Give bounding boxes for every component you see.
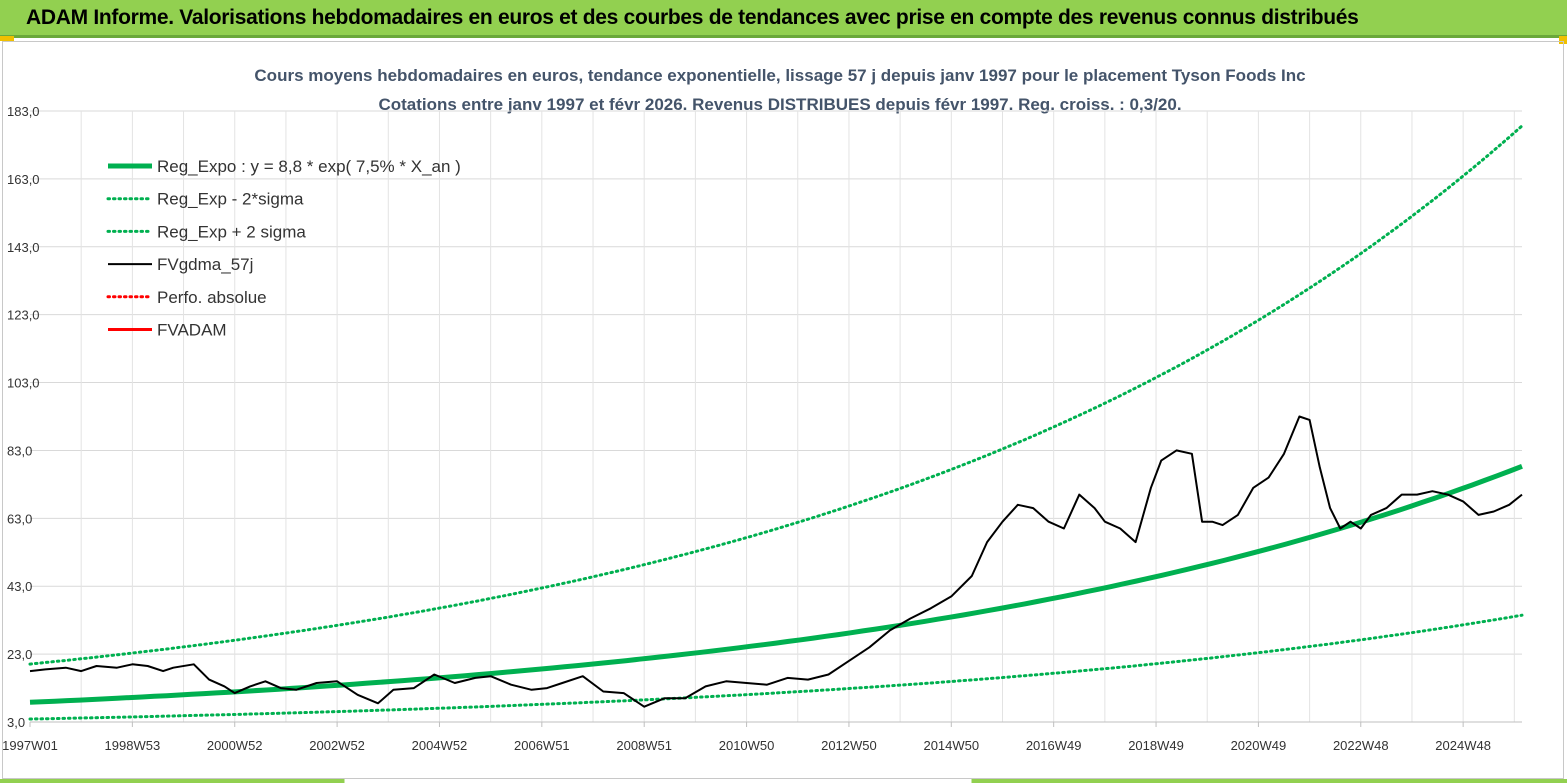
legend-label-perfo-absolue: Perfo. absolue: [157, 288, 267, 307]
legend-label-reg-exp-2-sigma: Reg_Exp - 2*sigma: [157, 190, 304, 209]
x-tick-label: 2008W51: [616, 738, 672, 753]
y-axis: 3,0 23,0 43,0 63,0 83,0 103,0 123,0 143,0 163,0 1…: [7, 104, 40, 730]
x-tick-label: 2018W49: [1128, 738, 1184, 753]
x-tick-label: 2000W52: [207, 738, 263, 753]
legend-label-reg-exp-2-sigma: Reg_Exp + 2 sigma: [157, 222, 306, 241]
chart-title: Cours moyens hebdomadaires en euros, ten…: [254, 66, 1305, 85]
y-tick-label: 123,0: [7, 308, 40, 323]
y-tick-label: 63,0: [7, 511, 32, 526]
legend: Reg_Expo : y = 8,8 * exp( 7,5% * X_an ) R…: [106, 157, 461, 340]
x-tick-label: 2014W50: [923, 738, 979, 753]
y-tick-label: 163,0: [7, 172, 40, 187]
footer-bar: [0, 779, 1567, 783]
series-reg-exp-2-sigma-line: [28, 613, 1524, 721]
x-tick-label: 2002W52: [309, 738, 365, 753]
x-tick-label: 2022W48: [1333, 738, 1389, 753]
series-reg-expo-y-8-8-exp-7-5-x-an-line: [29, 463, 1523, 705]
report-title: ADAM Informe. Valorisations hebdomadaire…: [26, 6, 1359, 29]
series-layer: [28, 124, 1524, 721]
report-header: ADAM Informe. Valorisations hebdomadaire…: [0, 0, 1567, 38]
x-tick-label: 2006W51: [514, 738, 570, 753]
series-reg-exp-2-sigma-line: [28, 124, 1524, 666]
y-tick-label: 83,0: [7, 443, 32, 458]
x-tick-label: 2016W49: [1026, 738, 1082, 753]
y-tick-label: 3,0: [7, 715, 25, 730]
x-tick-label: 2004W52: [412, 738, 468, 753]
x-axis: 1997W01 1998W53 2000W52 2002W52 2004W52 2006W…: [2, 721, 1522, 753]
x-tick-label: 2020W49: [1231, 738, 1287, 753]
legend-label-fvadam: FVADAM: [157, 321, 227, 340]
legend-label-reg-expo-y-8-8-exp-7-5-x-an: Reg_Expo : y = 8,8 * exp( 7,5% * X_an ): [157, 157, 461, 176]
chart-area: [2, 41, 1564, 779]
y-tick-label: 183,0: [7, 104, 40, 119]
y-tick-label: 103,0: [7, 376, 40, 391]
gridlines: [30, 110, 1522, 723]
x-tick-label: 1998W53: [105, 738, 161, 753]
legend-label-fvgdma-57j: FVgdma_57j: [157, 255, 253, 274]
header-accent-left: [0, 36, 14, 41]
x-tick-label: 2024W48: [1435, 738, 1491, 753]
chart-subtitle: Cotations entre janv 1997 et févr 2026. …: [378, 95, 1181, 114]
y-tick-label: 143,0: [7, 240, 40, 255]
x-tick-label: 2010W50: [719, 738, 775, 753]
series-fvgdma-57j-line: [29, 415, 1523, 708]
x-tick-label: 1997W01: [2, 738, 58, 753]
x-tick-label: 2012W50: [821, 738, 877, 753]
y-tick-label: 43,0: [7, 579, 32, 594]
header-accent-right: [1559, 36, 1567, 44]
y-tick-label: 23,0: [7, 647, 32, 662]
